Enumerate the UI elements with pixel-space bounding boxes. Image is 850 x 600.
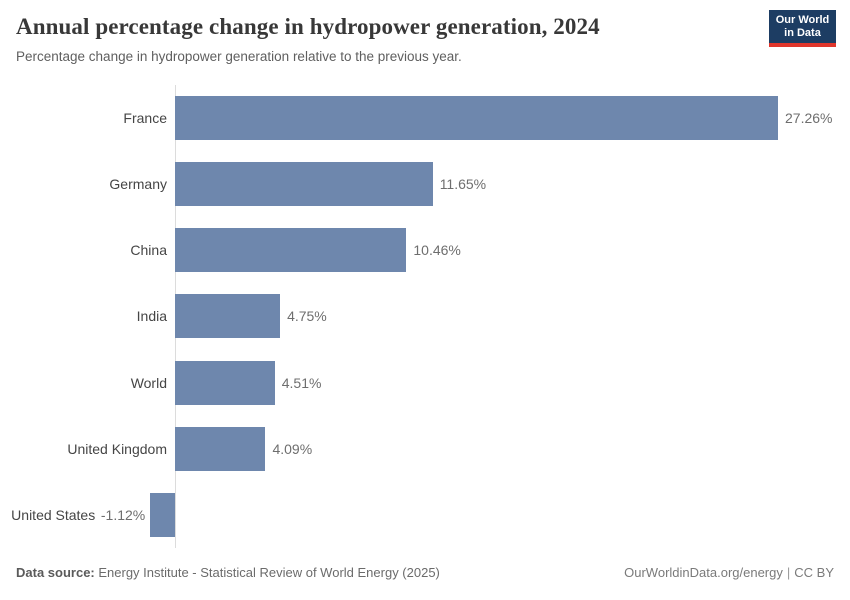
- bar[interactable]: [150, 492, 175, 537]
- value-label: 27.26%: [785, 110, 833, 126]
- logo-line-1: Our World: [775, 13, 830, 26]
- bar-row: China 10.46%: [0, 217, 850, 283]
- entity-label[interactable]: France: [123, 110, 167, 126]
- chart-subtitle: Percentage change in hydropower generati…: [16, 49, 462, 64]
- bar[interactable]: [175, 426, 266, 471]
- bar-row: Germany 11.65%: [0, 151, 850, 217]
- footer-credit: OurWorldinData.org/energy | CC BY: [624, 565, 834, 580]
- bar-chart: France 27.26% Germany 11.65% China 10.46…: [0, 85, 850, 548]
- bar-row: World 4.51%: [0, 350, 850, 416]
- data-source: Data source: Energy Institute - Statisti…: [16, 565, 440, 580]
- value-label: 4.09%: [272, 440, 313, 457]
- footer-separator: |: [786, 565, 791, 580]
- bar[interactable]: [175, 294, 281, 339]
- entity-label[interactable]: United States: [11, 506, 96, 523]
- license-label: CC BY: [794, 565, 834, 580]
- value-label: 10.46%: [413, 242, 461, 259]
- bar[interactable]: [175, 162, 433, 207]
- header: Annual percentage change in hydropower g…: [16, 14, 756, 64]
- value-label: 11.65%: [439, 176, 487, 193]
- bar-row: France 27.26%: [0, 85, 850, 151]
- bar[interactable]: [175, 360, 275, 405]
- bar[interactable]: [175, 228, 407, 273]
- page-title: Annual percentage change in hydropower g…: [16, 14, 600, 39]
- bar-row: United Kingdom 4.09%: [0, 416, 850, 482]
- data-source-label: Data source:: [16, 565, 95, 580]
- value-label: 4.75%: [287, 308, 327, 325]
- value-label: -1.12%: [100, 506, 146, 523]
- owid-link[interactable]: OurWorldinData.org/energy: [624, 565, 783, 580]
- entity-label[interactable]: Germany: [109, 176, 167, 193]
- logo-line-2: in Data: [784, 26, 821, 39]
- data-source-value: Energy Institute - Statistical Review of…: [94, 565, 440, 580]
- bar[interactable]: [175, 96, 778, 140]
- owid-logo[interactable]: Our World in Data: [769, 10, 836, 47]
- entity-label[interactable]: China: [130, 242, 167, 259]
- entity-label[interactable]: India: [136, 308, 167, 325]
- bar-row: India 4.75%: [0, 283, 850, 349]
- footer: Data source: Energy Institute - Statisti…: [16, 565, 834, 580]
- value-label: 4.51%: [281, 374, 322, 391]
- entity-label[interactable]: World: [130, 374, 167, 391]
- entity-label[interactable]: United Kingdom: [67, 440, 167, 457]
- bar-row: United States -1.12%: [0, 482, 850, 548]
